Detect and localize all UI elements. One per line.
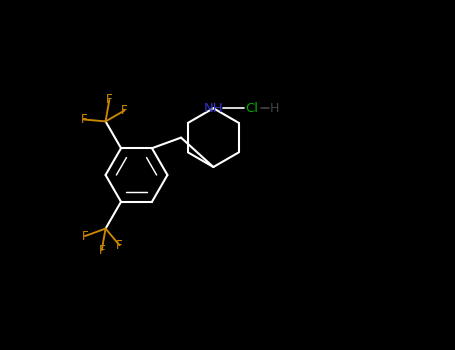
Text: NH: NH	[203, 102, 223, 115]
Text: F: F	[106, 93, 113, 106]
Text: F: F	[81, 113, 87, 126]
Text: F: F	[98, 244, 105, 257]
Text: H: H	[270, 102, 279, 115]
Text: F: F	[82, 230, 88, 243]
Text: Cl: Cl	[246, 102, 258, 115]
Text: F: F	[116, 239, 123, 252]
Text: F: F	[121, 104, 128, 117]
